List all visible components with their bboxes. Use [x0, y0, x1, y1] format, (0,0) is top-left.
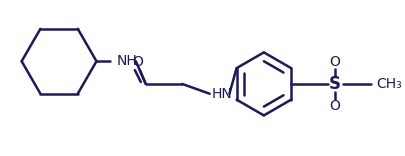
Text: HN: HN: [211, 87, 232, 101]
Text: O: O: [328, 99, 339, 113]
Text: CH₃: CH₃: [375, 77, 401, 91]
Text: O: O: [132, 55, 143, 69]
Text: O: O: [328, 55, 339, 69]
Text: NH: NH: [116, 54, 136, 68]
Text: S: S: [328, 75, 340, 93]
